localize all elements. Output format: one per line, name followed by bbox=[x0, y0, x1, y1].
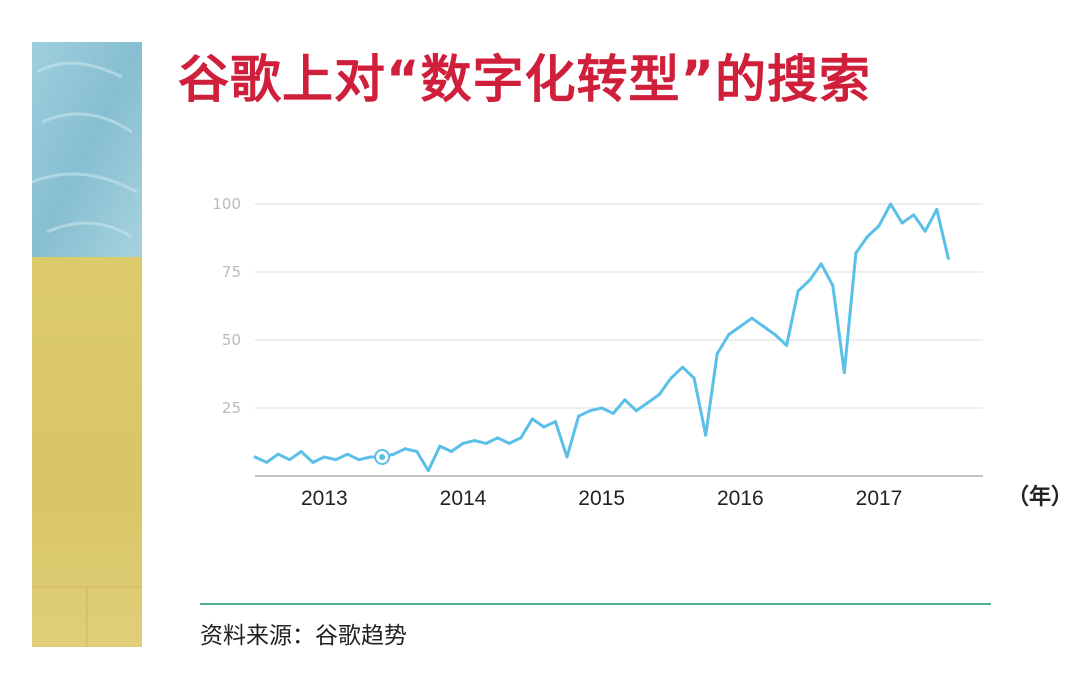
data-point bbox=[542, 425, 546, 429]
data-point bbox=[588, 409, 592, 413]
data-point bbox=[461, 441, 465, 445]
source-note: 资料来源：谷歌趋势 bbox=[200, 623, 407, 649]
data-point bbox=[819, 262, 823, 266]
data-point bbox=[449, 450, 453, 454]
highlight-marker-dot bbox=[379, 453, 386, 460]
line-chart: 25 50 75 100 2013 2014 2015 2016 2017 （年） bbox=[212, 195, 1060, 510]
data-point bbox=[299, 450, 303, 454]
data-point bbox=[704, 433, 708, 437]
data-point bbox=[369, 455, 373, 459]
x-tick-label: 2014 bbox=[440, 487, 487, 510]
data-point bbox=[842, 371, 846, 375]
data-point bbox=[681, 365, 685, 369]
data-point bbox=[553, 420, 557, 424]
data-point bbox=[854, 251, 858, 255]
page-title: 谷歌上对“数字化转型”的搜索 bbox=[178, 51, 872, 110]
data-point bbox=[669, 376, 673, 380]
data-point bbox=[946, 256, 950, 260]
data-point bbox=[750, 316, 754, 320]
data-point bbox=[345, 452, 349, 456]
data-point bbox=[935, 207, 939, 211]
data-point bbox=[334, 458, 338, 462]
y-tick-label: 25 bbox=[222, 399, 241, 417]
data-point bbox=[519, 436, 523, 440]
data-point bbox=[727, 333, 731, 337]
data-point bbox=[276, 452, 280, 456]
x-tick-label: 2016 bbox=[717, 487, 764, 510]
decorative-painting bbox=[32, 42, 142, 647]
data-point bbox=[692, 376, 696, 380]
data-point bbox=[715, 352, 719, 356]
data-point bbox=[865, 235, 869, 239]
data-point bbox=[496, 436, 500, 440]
data-point bbox=[288, 458, 292, 462]
data-point bbox=[923, 229, 927, 233]
data-point bbox=[473, 439, 477, 443]
x-axis-unit-label: （年） bbox=[1007, 484, 1060, 510]
data-point bbox=[900, 221, 904, 225]
data-point bbox=[438, 444, 442, 448]
data-point bbox=[577, 414, 581, 418]
data-point bbox=[889, 202, 893, 206]
data-point bbox=[311, 460, 315, 464]
data-point bbox=[530, 417, 534, 421]
source-divider bbox=[200, 603, 991, 605]
data-point bbox=[415, 450, 419, 454]
data-point bbox=[484, 441, 488, 445]
data-point bbox=[611, 411, 615, 415]
data-point bbox=[392, 452, 396, 456]
data-point bbox=[912, 213, 916, 217]
data-point bbox=[877, 224, 881, 228]
x-tick-label: 2013 bbox=[301, 487, 348, 510]
data-point bbox=[808, 278, 812, 282]
data-point bbox=[600, 406, 604, 410]
data-point bbox=[426, 469, 430, 473]
data-point bbox=[738, 324, 742, 328]
data-point bbox=[657, 392, 661, 396]
x-tick-label: 2015 bbox=[578, 487, 625, 510]
data-point bbox=[773, 333, 777, 337]
data-point bbox=[403, 447, 407, 451]
series-line bbox=[254, 202, 950, 473]
data-point bbox=[253, 455, 257, 459]
x-tick-label: 2017 bbox=[856, 487, 903, 510]
data-point bbox=[265, 460, 269, 464]
data-point bbox=[831, 284, 835, 288]
data-point bbox=[507, 441, 511, 445]
data-point bbox=[634, 409, 638, 413]
data-point bbox=[761, 324, 765, 328]
y-tick-label: 75 bbox=[222, 263, 241, 281]
data-point bbox=[646, 401, 650, 405]
data-point bbox=[623, 398, 627, 402]
data-point bbox=[565, 455, 569, 459]
data-point bbox=[796, 289, 800, 293]
data-point bbox=[322, 455, 326, 459]
y-tick-label: 50 bbox=[222, 331, 241, 349]
data-point bbox=[357, 458, 361, 462]
data-point bbox=[785, 343, 789, 347]
y-tick-label: 100 bbox=[212, 195, 241, 213]
